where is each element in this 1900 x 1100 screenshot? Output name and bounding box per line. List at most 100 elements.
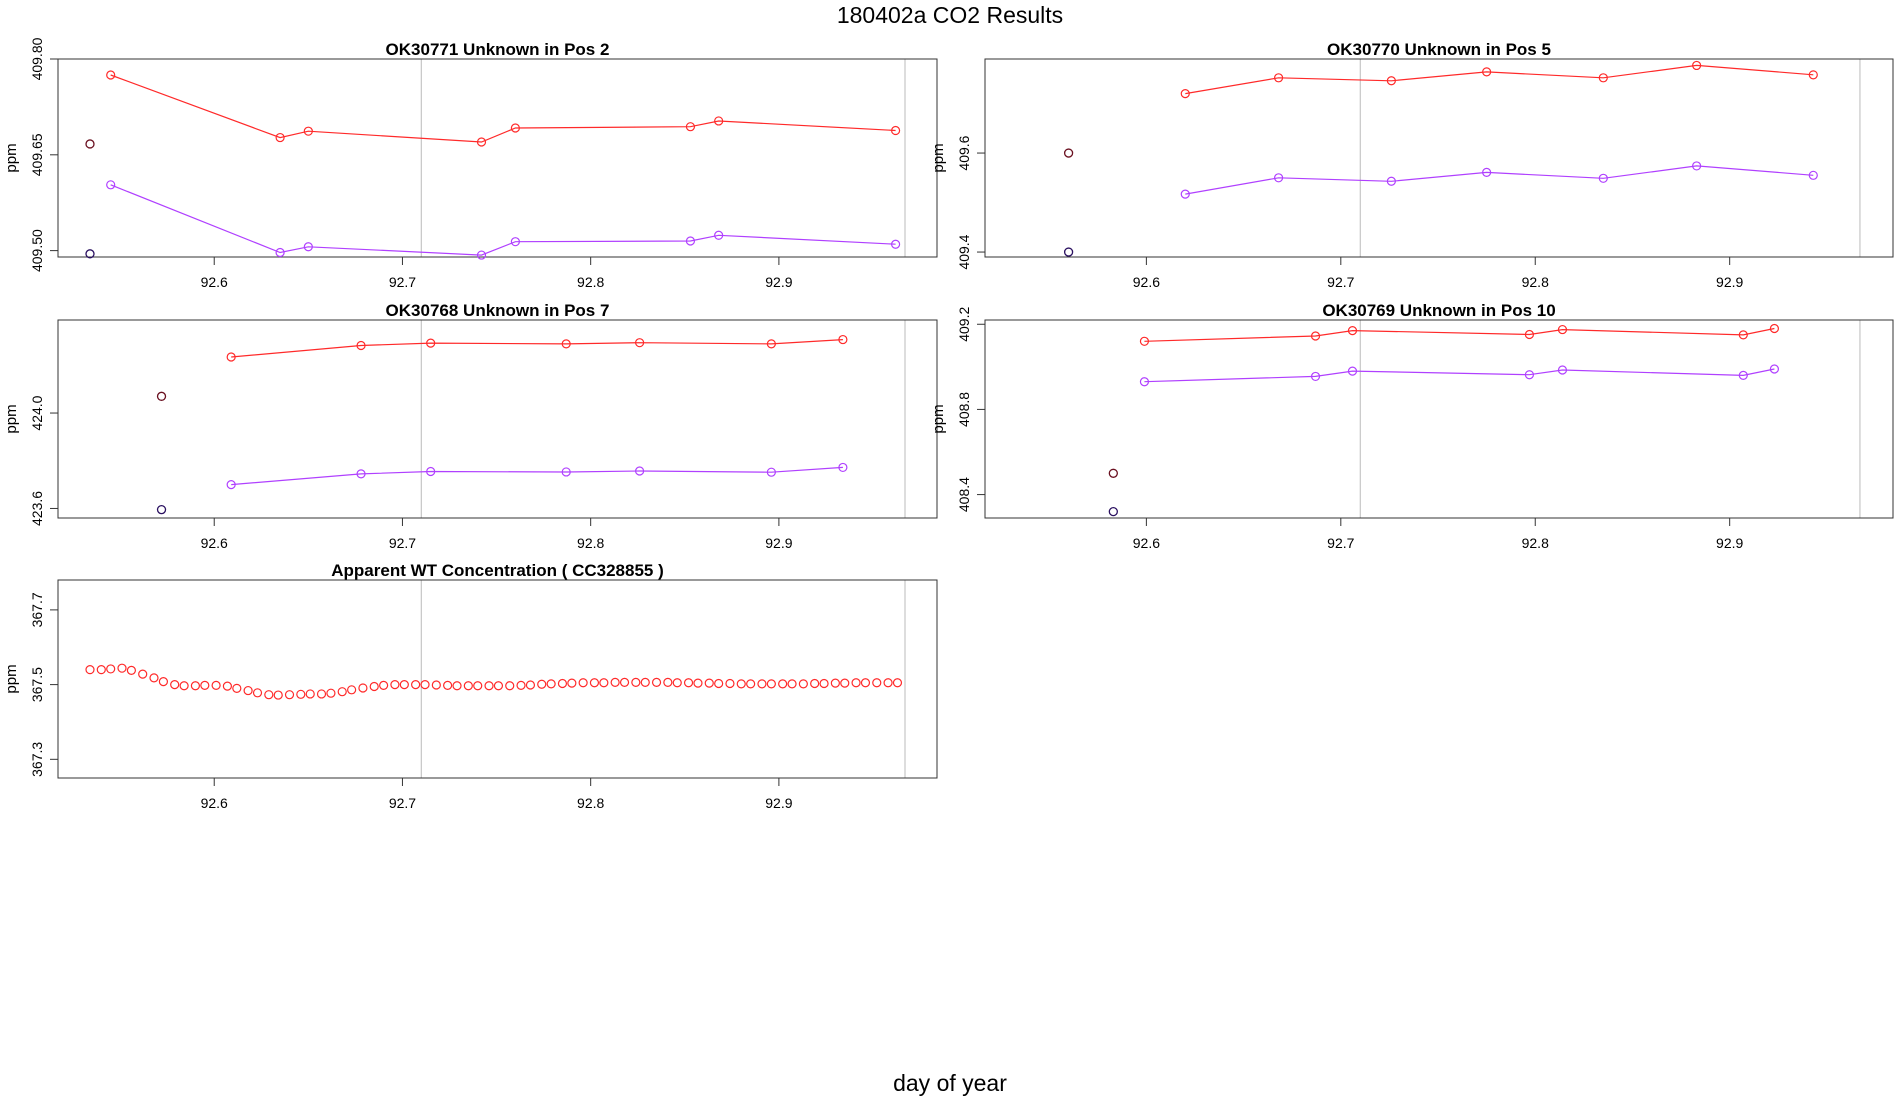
data-point-red [619, 677, 630, 687]
x-tick-label: 92.9 [765, 795, 792, 811]
data-point-red [200, 680, 210, 690]
y-tick-label: 424.0 [29, 395, 45, 430]
data-point-red [106, 70, 116, 80]
y-tick-label: 423.6 [29, 491, 45, 526]
data-point-red [476, 137, 487, 147]
data-point-purple [890, 239, 901, 249]
x-tick-label: 92.9 [765, 274, 792, 290]
data-point-red [1769, 323, 1779, 334]
y-tick-label: 409.65 [29, 133, 45, 176]
y-axis-label: ppm [930, 404, 947, 433]
series-line-purple [1185, 165, 1814, 195]
plot-frame [57, 58, 938, 258]
series-line-red [1185, 64, 1814, 95]
chart-panel-4: OK30769 Unknown in Pos 10 92.6 92.7 92.8 92.… [930, 301, 1894, 551]
data-point-red [431, 680, 441, 690]
y-tick-label: 409.4 [956, 234, 972, 269]
data-point-red [567, 678, 577, 688]
series-line-purple [1144, 368, 1775, 383]
data-point-red [296, 689, 306, 699]
data-point-red [117, 663, 127, 673]
data-point-purple [1524, 370, 1535, 380]
chart-title: OK30771 Unknown in Pos 2 [386, 40, 610, 59]
data-point-red [1738, 330, 1748, 340]
data-point-red [537, 679, 547, 689]
y-tick-label: 367.7 [29, 592, 45, 627]
data-point-red [252, 688, 263, 698]
reference-point [1108, 468, 1118, 478]
x-tick-label: 92.7 [1327, 535, 1354, 551]
data-point-red [426, 338, 436, 348]
data-point-red [810, 678, 820, 689]
reference-point [1063, 148, 1074, 158]
x-tick-label: 92.6 [201, 274, 228, 290]
y-tick-label: 367.3 [29, 742, 45, 777]
data-point-red [1598, 73, 1608, 83]
data-point-purple [1310, 371, 1321, 382]
data-point-purple [635, 466, 645, 476]
data-point-red [379, 680, 389, 690]
data-point-red [557, 678, 568, 689]
data-point-red [778, 679, 788, 689]
data-point-red [704, 678, 714, 688]
data-point-red [1273, 73, 1284, 83]
data-point-red [273, 690, 283, 700]
data-point-red [211, 680, 221, 690]
data-point-red [1310, 331, 1321, 341]
data-point-red [766, 339, 776, 349]
chart-title: OK30768 Unknown in Pos 7 [386, 301, 610, 320]
figure-title: 180402a CO2 Results [836, 2, 1064, 28]
y-axis-label: ppm [3, 664, 20, 693]
reference-point [85, 249, 95, 259]
y-axis-label: ppm [3, 143, 20, 172]
data-point-red [1180, 89, 1190, 99]
data-point-purple [1273, 173, 1284, 183]
data-point-red [798, 679, 808, 689]
plot-frame [984, 58, 1894, 258]
data-point-red [505, 681, 515, 691]
data-point-purple [106, 180, 116, 190]
series-line-red [1144, 327, 1775, 342]
data-point-red [264, 690, 274, 700]
y-axis-label: ppm [930, 143, 947, 172]
series-line-purple [231, 466, 843, 486]
data-point-red [819, 678, 829, 689]
data-point-red [546, 679, 556, 689]
y-tick-label: 367.5 [29, 667, 45, 702]
data-point-red [356, 340, 366, 351]
data-point-red [85, 665, 95, 675]
data-point-purple [1386, 176, 1396, 186]
data-point-red [840, 678, 850, 688]
x-tick-label: 92.6 [201, 535, 228, 551]
data-point-red [787, 679, 797, 689]
x-tick-label: 92.9 [765, 535, 792, 551]
data-point-red [190, 681, 201, 691]
data-point-purple [510, 237, 520, 247]
data-point-red [1386, 76, 1396, 86]
data-point-purple [275, 247, 285, 258]
data-point-red [860, 678, 871, 688]
data-point-red [1482, 67, 1492, 77]
data-point-red [631, 677, 641, 687]
data-point-red [305, 689, 315, 699]
data-point-red [1524, 329, 1535, 340]
data-point-purple [1557, 365, 1568, 375]
data-point-red [275, 132, 285, 143]
data-point-red [106, 664, 116, 674]
chart-panel-3: OK30768 Unknown in Pos 7 92.6 92.7 92.8 92.9… [3, 301, 938, 551]
data-point-red [640, 677, 650, 687]
data-point-red [226, 352, 236, 362]
data-point-red [714, 116, 724, 126]
data-point-red [746, 679, 756, 689]
data-point-red [484, 681, 494, 691]
y-tick-label: 409.50 [29, 229, 45, 272]
data-point-red [683, 678, 694, 688]
data-point-purple [838, 462, 848, 473]
y-tick-label: 408.4 [956, 477, 972, 512]
data-point-red [243, 685, 253, 696]
data-point-red [232, 683, 242, 693]
data-point-purple [766, 467, 776, 477]
y-tick-label: 409.6 [956, 135, 972, 170]
data-point-red [1139, 336, 1150, 346]
